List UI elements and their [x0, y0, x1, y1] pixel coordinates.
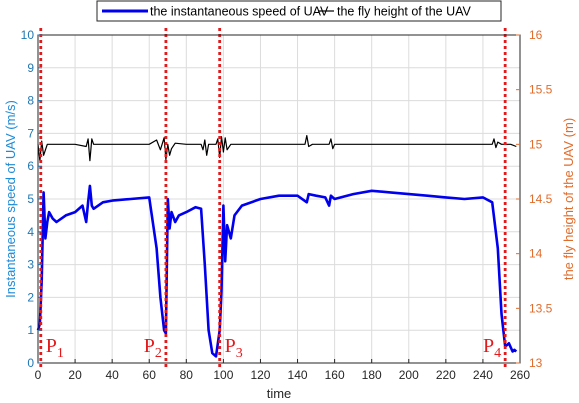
- y-left-tick-label: 2: [27, 290, 34, 304]
- x-tick-label: 180: [362, 368, 382, 382]
- ticks: 0 20 40 60 80 100 120 140 160 180 200 220 240 260 0 1 2 3…: [21, 28, 553, 382]
- event-label-p2: P2: [144, 335, 162, 361]
- x-tick-label: 140: [288, 368, 308, 382]
- y-right-tick-label: 15.5: [529, 83, 553, 97]
- y-right-tick-label: 14.5: [529, 192, 553, 206]
- series-lines: [36, 135, 518, 358]
- y-left-tick-label: 1: [27, 323, 34, 337]
- y-left-tick-label: 5: [27, 192, 34, 206]
- y-right-tick-label: 13.5: [529, 301, 553, 315]
- legend: the instantaneous speed of UAV the fly h…: [96, 0, 502, 22]
- y-left-tick-label: 3: [27, 258, 34, 272]
- x-tick-label: 160: [325, 368, 345, 382]
- y-axis-left-title: Instantaneous speed of UAV (m/s): [3, 100, 18, 298]
- y-axis-right-title: the fly height of the UAV (m): [561, 118, 576, 280]
- x-tick-label: 60: [143, 368, 157, 382]
- x-tick-label: 40: [105, 368, 119, 382]
- y-right-tick-label: 14: [529, 247, 543, 261]
- x-tick-label: 260: [510, 368, 530, 382]
- x-tick-label: 0: [35, 368, 42, 382]
- event-label-p4: P4: [483, 335, 501, 361]
- x-tick-label: 100: [213, 368, 233, 382]
- event-markers: P1 P2 P3 P4: [39, 28, 507, 368]
- y-left-tick-label: 6: [27, 159, 34, 173]
- x-tick-label: 240: [473, 368, 493, 382]
- x-tick-label: 200: [399, 368, 419, 382]
- legend-label-speed: the instantaneous speed of UAV: [150, 5, 329, 19]
- x-axis-title: time: [267, 386, 292, 401]
- y-left-tick-label: 9: [27, 61, 34, 75]
- legend-label-height: the fly height of the UAV: [337, 5, 472, 19]
- x-tick-label: 80: [180, 368, 194, 382]
- y-right-tick-label: 16: [529, 28, 543, 42]
- x-tick-label: 20: [68, 368, 82, 382]
- y-left-tick-label: 4: [27, 225, 34, 239]
- x-tick-label: 120: [250, 368, 270, 382]
- series-line-speed: [36, 184, 518, 358]
- y-left-tick-label: 0: [27, 356, 34, 370]
- legend-box: [96, 0, 502, 22]
- y-right-tick-label: 13: [529, 356, 543, 370]
- y-left-tick-label: 8: [27, 94, 34, 108]
- y-right-tick-label: 15: [529, 137, 543, 151]
- event-label-p1: P1: [46, 335, 64, 361]
- x-tick-label: 220: [436, 368, 456, 382]
- y-left-tick-label: 10: [21, 28, 35, 42]
- series-line-height: [37, 135, 517, 162]
- y-left-tick-label: 7: [27, 126, 34, 140]
- event-label-p3: P3: [225, 335, 243, 361]
